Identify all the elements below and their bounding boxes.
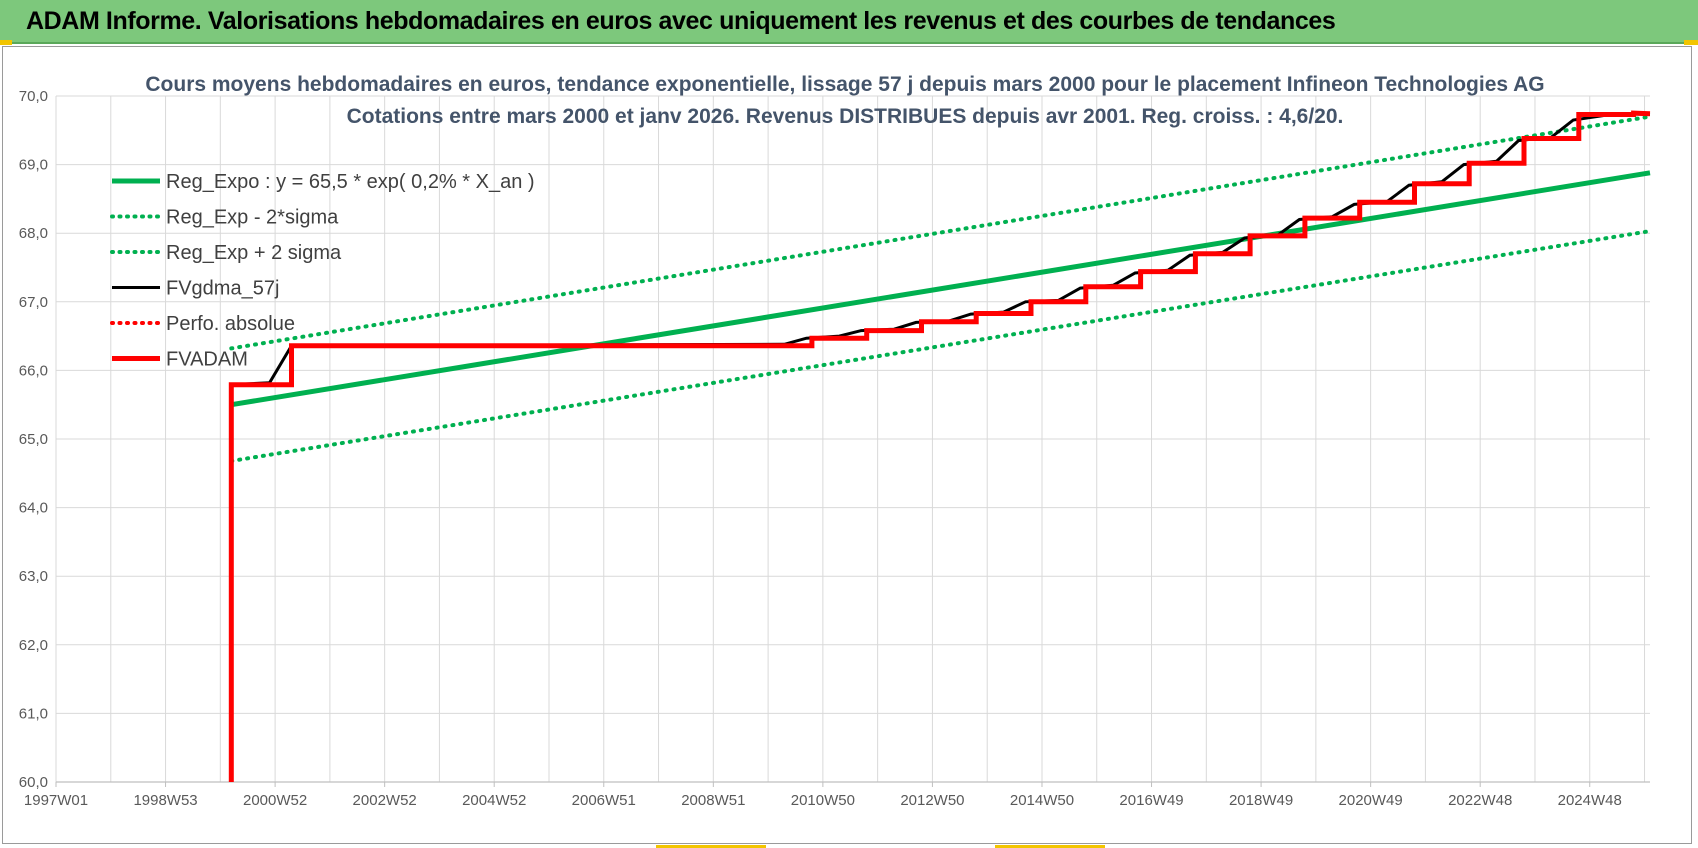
x-tick-label: 2000W52 (243, 792, 307, 809)
chart-series (228, 110, 1652, 782)
chart-legend: Reg_Expo : y = 65,5 * exp( 0,2% * X_an )… (110, 171, 535, 371)
chart-subtitle: Cotations entre mars 2000 et janv 2026. … (347, 105, 1344, 128)
y-tick-label: 63,0 (19, 568, 48, 585)
x-tick-label: 2012W50 (900, 792, 964, 809)
series-line-3 (231, 112, 1651, 387)
legend-label: Reg_Exp - 2*sigma (166, 207, 339, 229)
legend-label: Perfo. absolue (166, 313, 295, 335)
legend-label: Reg_Expo : y = 65,5 * exp( 0,2% * X_an ) (166, 171, 535, 193)
x-tick-label: 2002W52 (353, 792, 417, 809)
chart-axes (55, 781, 1650, 787)
y-tick-label: 67,0 (19, 294, 48, 311)
x-tick-label: 2014W50 (1010, 792, 1074, 809)
report-title: ADAM Informe. Valorisations hebdomadaire… (26, 7, 1336, 35)
chart-frame (2, 46, 1692, 844)
x-tick-label: 2010W50 (791, 792, 855, 809)
x-tick-label: 2016W49 (1119, 792, 1183, 809)
x-tick-label: 2006W51 (572, 792, 636, 809)
x-tick-label: 2022W48 (1448, 792, 1512, 809)
series-line-0 (230, 170, 1651, 408)
y-tick-label: 69,0 (19, 157, 48, 174)
x-tick-labels: 1997W01 1998W53 2000W52 2002W52 2004W52 2006W… (24, 792, 1622, 809)
series-line-1 (229, 229, 1652, 463)
y-tick-label: 60,0 (19, 774, 48, 791)
bottom-mark-right (995, 845, 1105, 848)
y-tick-label: 65,0 (19, 431, 48, 448)
x-tick-label: 1997W01 (24, 792, 88, 809)
legend-label: FVgdma_57j (166, 278, 279, 300)
bottom-mark-left (656, 845, 766, 848)
x-tick-label: 2024W48 (1558, 792, 1622, 809)
y-tick-label: 62,0 (19, 637, 48, 654)
series-line-5 (228, 110, 1651, 782)
x-tick-label: 2020W49 (1339, 792, 1403, 809)
y-tick-label: 61,0 (19, 705, 48, 722)
y-tick-label: 64,0 (19, 500, 48, 517)
report-banner: ADAM Informe. Valorisations hebdomadaire… (0, 0, 1698, 44)
x-tick-label: 2004W52 (462, 792, 526, 809)
corner-mark-right (1684, 40, 1698, 45)
series-line-2 (229, 114, 1652, 351)
chart-title: Cours moyens hebdomadaires en euros, ten… (145, 73, 1544, 96)
x-tick-label: 2008W51 (681, 792, 745, 809)
legend-label: FVADAM (166, 349, 248, 371)
corner-mark-left (0, 40, 12, 45)
y-tick-labels: 60,0 61,0 62,0 63,0 64,0 65,0 66,0 67,0 68,0 69,0… (19, 88, 48, 791)
legend-label: Reg_Exp + 2 sigma (166, 242, 342, 264)
x-tick-label: 2018W49 (1229, 792, 1293, 809)
y-tick-label: 70,0 (19, 88, 48, 105)
y-tick-label: 68,0 (19, 225, 48, 242)
y-tick-label: 66,0 (19, 362, 48, 379)
x-tick-label: 1998W53 (133, 792, 197, 809)
chart-grid (55, 95, 1650, 783)
